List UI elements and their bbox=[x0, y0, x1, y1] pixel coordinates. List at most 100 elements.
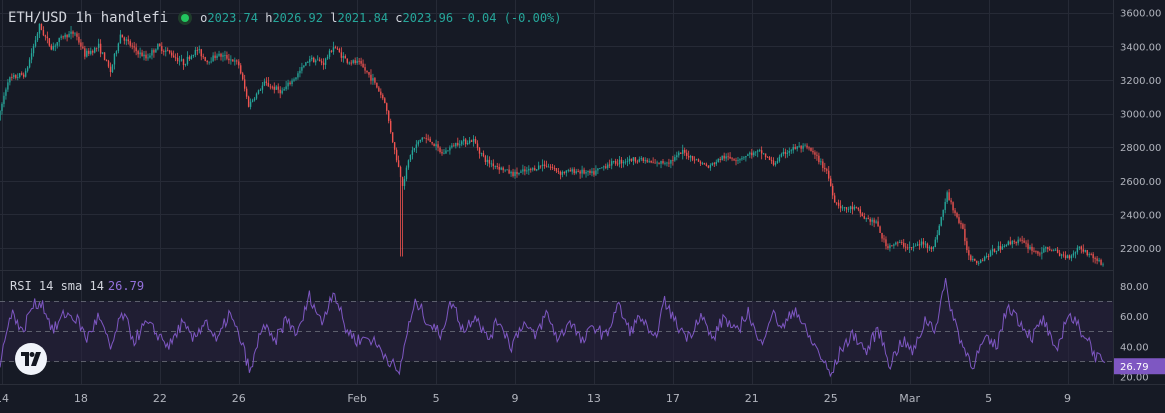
candle bbox=[224, 50, 226, 61]
candle bbox=[727, 152, 729, 161]
candle bbox=[413, 148, 416, 153]
candle bbox=[275, 85, 277, 90]
candle bbox=[778, 154, 781, 163]
candle bbox=[881, 232, 883, 242]
candle bbox=[169, 49, 171, 55]
price-tick-label: 2400.00 bbox=[1120, 210, 1161, 221]
candle bbox=[307, 60, 309, 64]
candle bbox=[516, 167, 518, 178]
candle bbox=[942, 209, 944, 221]
rsi-tick-label: 20.00 bbox=[1120, 372, 1149, 383]
candle bbox=[1013, 239, 1015, 245]
candle bbox=[198, 45, 200, 54]
candle bbox=[405, 165, 408, 182]
candle bbox=[687, 150, 690, 160]
candle bbox=[1098, 257, 1100, 263]
candle bbox=[804, 143, 806, 147]
candle bbox=[760, 146, 763, 160]
candle bbox=[395, 147, 398, 163]
candle bbox=[583, 167, 585, 175]
candle bbox=[486, 155, 489, 167]
candle bbox=[559, 170, 562, 180]
candle bbox=[80, 39, 82, 50]
rsi-value-badge: 26.79 bbox=[1114, 358, 1165, 375]
candle bbox=[926, 242, 929, 253]
candle bbox=[524, 166, 526, 176]
candle bbox=[1003, 244, 1006, 248]
candle bbox=[944, 198, 946, 214]
candle bbox=[342, 52, 345, 63]
candle bbox=[636, 159, 639, 164]
candle bbox=[924, 241, 927, 248]
candle bbox=[603, 165, 605, 171]
candle bbox=[24, 68, 27, 78]
candle bbox=[658, 162, 660, 165]
candle bbox=[518, 172, 520, 176]
candle bbox=[391, 132, 394, 144]
candle bbox=[50, 43, 52, 51]
candle bbox=[934, 236, 936, 248]
candle bbox=[978, 260, 980, 266]
candle bbox=[411, 146, 414, 160]
candle bbox=[443, 148, 445, 155]
rsi-scale[interactable]: 20.00 40.00 60.00 80.00 bbox=[1120, 282, 1149, 383]
candle bbox=[725, 153, 727, 162]
candle bbox=[974, 258, 976, 262]
candle bbox=[437, 140, 439, 152]
candle bbox=[111, 64, 114, 73]
time-tick-label: 26 bbox=[232, 392, 246, 405]
candle bbox=[1049, 246, 1051, 251]
candle bbox=[478, 147, 481, 159]
candle bbox=[109, 62, 112, 77]
candle bbox=[685, 149, 688, 160]
candle bbox=[26, 65, 29, 73]
candle bbox=[295, 77, 297, 81]
candle bbox=[776, 157, 779, 164]
candle bbox=[318, 57, 321, 62]
candle bbox=[28, 57, 31, 69]
candle bbox=[332, 41, 335, 55]
candle bbox=[123, 36, 126, 45]
candle bbox=[510, 170, 512, 177]
candle bbox=[614, 158, 617, 166]
candle bbox=[616, 159, 619, 167]
candle bbox=[153, 48, 155, 58]
candle bbox=[897, 241, 899, 247]
candle bbox=[1068, 254, 1071, 260]
candle bbox=[908, 241, 911, 254]
candle bbox=[141, 49, 143, 57]
candle bbox=[208, 61, 210, 65]
candle bbox=[561, 170, 564, 178]
rsi-reference-lines bbox=[0, 301, 1113, 362]
candle bbox=[500, 166, 502, 171]
candle bbox=[311, 55, 313, 62]
time-scale[interactable]: 14 18 22 26 Feb 5 9 13 17 21 25 Mar 5 9 bbox=[0, 392, 1071, 405]
candle bbox=[496, 162, 498, 170]
candle bbox=[82, 42, 84, 50]
candle bbox=[1019, 237, 1021, 242]
candle bbox=[222, 52, 224, 62]
candle bbox=[579, 169, 581, 179]
candle bbox=[591, 167, 593, 177]
candle bbox=[380, 88, 382, 99]
price-scale[interactable]: 2200.00 2400.00 2600.00 2800.00 3000.00 3200.… bbox=[1120, 9, 1161, 256]
candle bbox=[644, 157, 646, 164]
symbol-title[interactable]: ETH/USD 1h handlefi bbox=[8, 10, 169, 26]
candle bbox=[642, 157, 644, 164]
symbol-legend[interactable]: ETH/USD 1h handlefi o2023.74 h2026.92 l2… bbox=[8, 8, 562, 28]
candle bbox=[678, 150, 680, 158]
candle bbox=[757, 149, 759, 158]
tradingview-logo-icon[interactable] bbox=[15, 343, 47, 375]
candle bbox=[537, 161, 540, 171]
candle bbox=[220, 52, 222, 61]
candle bbox=[303, 65, 305, 69]
candle bbox=[826, 167, 828, 175]
candle bbox=[1084, 249, 1086, 253]
rsi-legend[interactable]: RSI 14 sma 14 26.79 bbox=[10, 279, 144, 293]
candle bbox=[599, 167, 601, 170]
candle bbox=[139, 47, 141, 59]
candle bbox=[113, 53, 116, 70]
candle bbox=[709, 163, 712, 171]
candle bbox=[873, 217, 875, 228]
